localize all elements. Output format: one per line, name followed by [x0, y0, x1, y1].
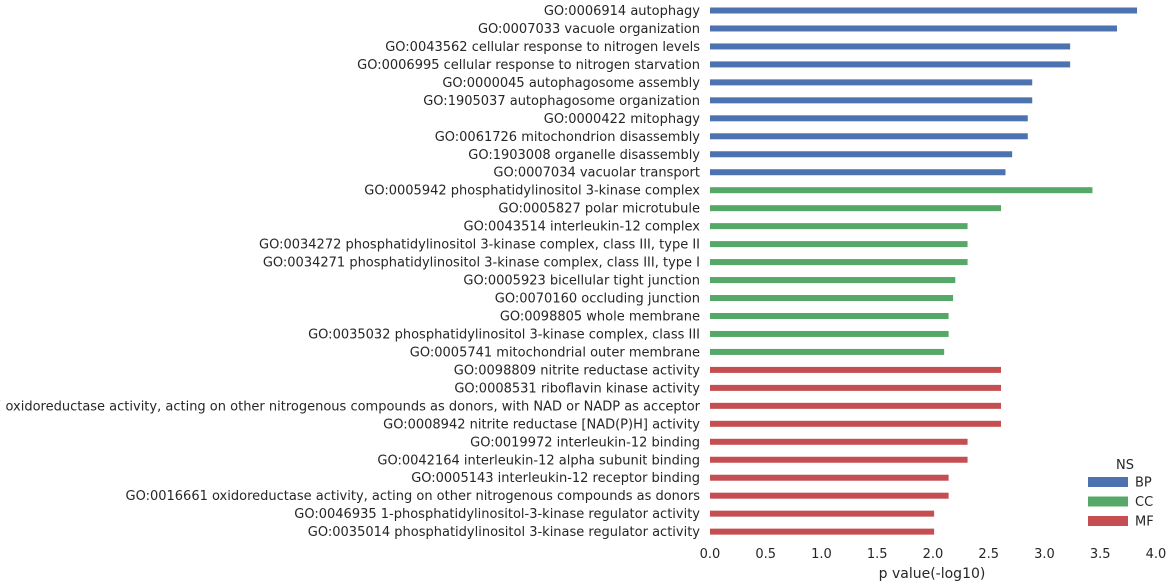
- category-label: GO:0005942 phosphatidylinositol 3-kinase…: [364, 184, 700, 199]
- legend-entries: BP CC MF: [1088, 476, 1154, 530]
- category-label: GO:0046857 oxidoreductase activity, acti…: [0, 399, 701, 414]
- category-label: GO:0061726 mitochondrion disassembly: [435, 130, 701, 145]
- category-label: GO:0005923 bicellular tight junction: [463, 274, 700, 289]
- category-label: GO:1903008 organelle disassembly: [468, 148, 700, 163]
- x-tick-label: 2.0: [923, 547, 944, 562]
- legend-swatch-cc: [1088, 496, 1128, 507]
- bar-cc: [710, 295, 954, 302]
- bar-cc: [710, 187, 1093, 194]
- x-tick-label: 2.5: [978, 547, 999, 562]
- bar-cc: [710, 312, 949, 319]
- x-tick-label: 3.5: [1090, 547, 1111, 562]
- category-label: GO:0006995 cellular response to nitrogen…: [357, 58, 700, 73]
- category-label: GO:0043562 cellular response to nitrogen…: [385, 40, 700, 55]
- bars-layer: [710, 7, 1138, 535]
- legend-label-mf: MF: [1135, 515, 1154, 530]
- x-tick-label: 0.5: [755, 547, 776, 562]
- x-tick-label: 1.0: [811, 547, 832, 562]
- legend-label-bp: BP: [1135, 476, 1152, 491]
- legend-swatch-bp: [1088, 477, 1128, 487]
- bar-bp: [710, 7, 1138, 14]
- bar-cc: [710, 259, 968, 266]
- bar-mf: [710, 510, 935, 517]
- bar-cc: [710, 277, 956, 284]
- category-label: GO:0005827 polar microtubule: [498, 202, 700, 217]
- legend-label-cc: CC: [1135, 495, 1153, 510]
- x-axis-label: p value(-log10): [879, 566, 986, 582]
- category-label: GO:0000045 autophagosome assembly: [442, 76, 700, 91]
- category-label: GO:0005741 mitochondrial outer membrane: [410, 345, 700, 360]
- bar-bp: [710, 97, 1033, 104]
- legend-title: NS: [1116, 458, 1134, 473]
- category-label: GO:0007033 vacuole organization: [478, 22, 700, 37]
- bar-cc: [710, 205, 1002, 212]
- category-labels: GO:0006914 autophagy GO:0007033 vacuole o…: [0, 4, 701, 540]
- category-label: GO:0019972 interleukin-12 binding: [470, 435, 700, 450]
- category-label: GO:0098809 nitrite reductase activity: [454, 363, 701, 378]
- legend-swatch-mf: [1088, 516, 1128, 526]
- bar-mf: [710, 492, 949, 499]
- x-tick-label: 3.0: [1034, 547, 1055, 562]
- category-label: GO:1905037 autophagosome organization: [423, 94, 700, 109]
- bar-bp: [710, 25, 1117, 32]
- bar-bp: [710, 133, 1028, 140]
- category-label: GO:0035032 phosphatidylinositol 3-kinase…: [308, 327, 700, 342]
- category-label: GO:0007034 vacuolar transport: [493, 166, 700, 181]
- category-label: GO:0043514 interleukin-12 complex: [464, 220, 701, 235]
- category-label: GO:0098805 whole membrane: [500, 309, 700, 324]
- bar-bp: [710, 115, 1028, 122]
- category-label: GO:0016661 oxidoreductase activity, acti…: [126, 489, 701, 504]
- bar-bp: [710, 169, 1006, 176]
- category-label: GO:0008531 riboflavin kinase activity: [454, 381, 700, 396]
- category-label: GO:0008942 nitrite reductase [NAD(P)H] a…: [383, 417, 700, 432]
- bar-mf: [710, 420, 1002, 427]
- bar-cc: [710, 348, 945, 355]
- category-label: GO:0034272 phosphatidylinositol 3-kinase…: [259, 238, 700, 253]
- category-label: GO:0034271 phosphatidylinositol 3-kinase…: [263, 256, 700, 271]
- bar-mf: [710, 528, 935, 535]
- category-label: GO:0006914 autophagy: [544, 4, 700, 19]
- bar-bp: [710, 79, 1033, 86]
- x-tick-label: 1.5: [867, 547, 888, 562]
- category-label: GO:0042164 interleukin-12 alpha subunit …: [377, 453, 700, 468]
- category-label: GO:0005143 interleukin-12 receptor bindi…: [411, 471, 700, 486]
- bar-mf: [710, 474, 949, 481]
- bar-mf: [710, 438, 968, 445]
- bar-cc: [710, 330, 949, 337]
- bar-bp: [710, 151, 1013, 158]
- category-label: GO:0046935 1-phosphatidylinositol-3-kina…: [294, 507, 700, 522]
- bar-mf: [710, 402, 1002, 409]
- category-label: GO:0000422 mitophagy: [544, 112, 701, 127]
- bar-mf: [710, 456, 968, 463]
- legend: NS BP CC MF: [1088, 458, 1154, 530]
- x-tick-label: 0.0: [700, 547, 721, 562]
- x-axis-ticks: 0.0 0.5 1.0 1.5 2.0 2.5 3.0 3.5 4.0: [700, 547, 1167, 562]
- bar-bp: [710, 61, 1071, 68]
- category-label: GO:0035014 phosphatidylinositol 3-kinase…: [308, 525, 701, 540]
- bar-mf: [710, 366, 1002, 373]
- bar-cc: [710, 223, 968, 230]
- category-label: GO:0070160 occluding junction: [495, 292, 700, 307]
- bar-bp: [710, 43, 1071, 50]
- bar-mf: [710, 384, 1002, 391]
- x-tick-label: 4.0: [1146, 547, 1167, 562]
- bar-cc: [710, 241, 968, 248]
